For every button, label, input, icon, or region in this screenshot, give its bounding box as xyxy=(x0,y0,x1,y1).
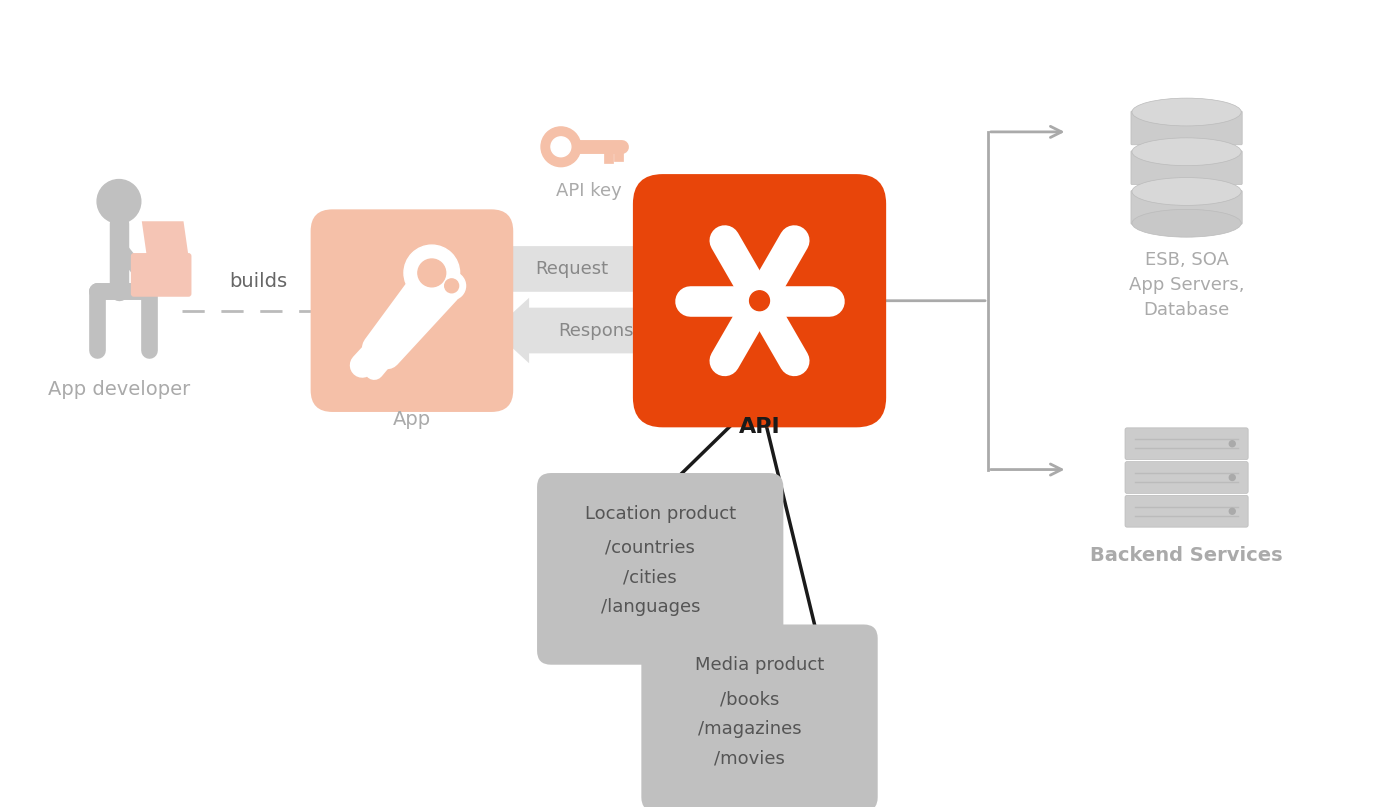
Text: /cities: /cities xyxy=(623,569,677,586)
Circle shape xyxy=(551,137,571,156)
Text: Location product: Location product xyxy=(585,505,735,522)
Text: /languages: /languages xyxy=(601,598,701,616)
FancyBboxPatch shape xyxy=(1125,428,1248,459)
Text: App developer: App developer xyxy=(48,380,191,399)
Ellipse shape xyxy=(1132,98,1241,126)
Polygon shape xyxy=(142,221,188,256)
Circle shape xyxy=(417,259,445,287)
Text: API: API xyxy=(739,417,781,437)
Text: App: App xyxy=(392,410,431,429)
Circle shape xyxy=(445,279,459,292)
FancyBboxPatch shape xyxy=(311,209,513,412)
Text: API key: API key xyxy=(556,181,622,199)
FancyBboxPatch shape xyxy=(1130,151,1242,185)
Circle shape xyxy=(540,127,580,167)
Circle shape xyxy=(749,291,770,311)
Text: Backend Services: Backend Services xyxy=(1090,546,1282,565)
Text: /magazines: /magazines xyxy=(698,720,802,738)
FancyBboxPatch shape xyxy=(633,174,886,428)
FancyBboxPatch shape xyxy=(538,473,784,665)
Text: Request: Request xyxy=(535,260,608,278)
FancyBboxPatch shape xyxy=(131,253,192,296)
Circle shape xyxy=(97,180,141,224)
Circle shape xyxy=(404,245,460,301)
Polygon shape xyxy=(493,237,680,301)
Ellipse shape xyxy=(1132,209,1241,237)
Text: /countries: /countries xyxy=(605,539,695,556)
FancyBboxPatch shape xyxy=(1125,496,1248,527)
Circle shape xyxy=(438,272,466,300)
Circle shape xyxy=(1229,509,1236,514)
Text: ESB, SOA
App Servers,
Database: ESB, SOA App Servers, Database xyxy=(1129,251,1244,319)
Text: Media product: Media product xyxy=(695,656,824,674)
Text: Response: Response xyxy=(558,322,645,339)
Circle shape xyxy=(739,281,779,321)
FancyBboxPatch shape xyxy=(1130,190,1242,224)
Ellipse shape xyxy=(1132,177,1241,206)
Text: /movies: /movies xyxy=(714,749,785,768)
FancyBboxPatch shape xyxy=(641,625,878,810)
Text: builds: builds xyxy=(229,272,287,291)
Text: /books: /books xyxy=(720,690,779,708)
Circle shape xyxy=(1229,441,1236,446)
FancyBboxPatch shape xyxy=(1125,462,1248,493)
Polygon shape xyxy=(493,298,680,364)
FancyBboxPatch shape xyxy=(1130,111,1242,145)
Circle shape xyxy=(1229,475,1236,480)
Ellipse shape xyxy=(1132,138,1241,166)
